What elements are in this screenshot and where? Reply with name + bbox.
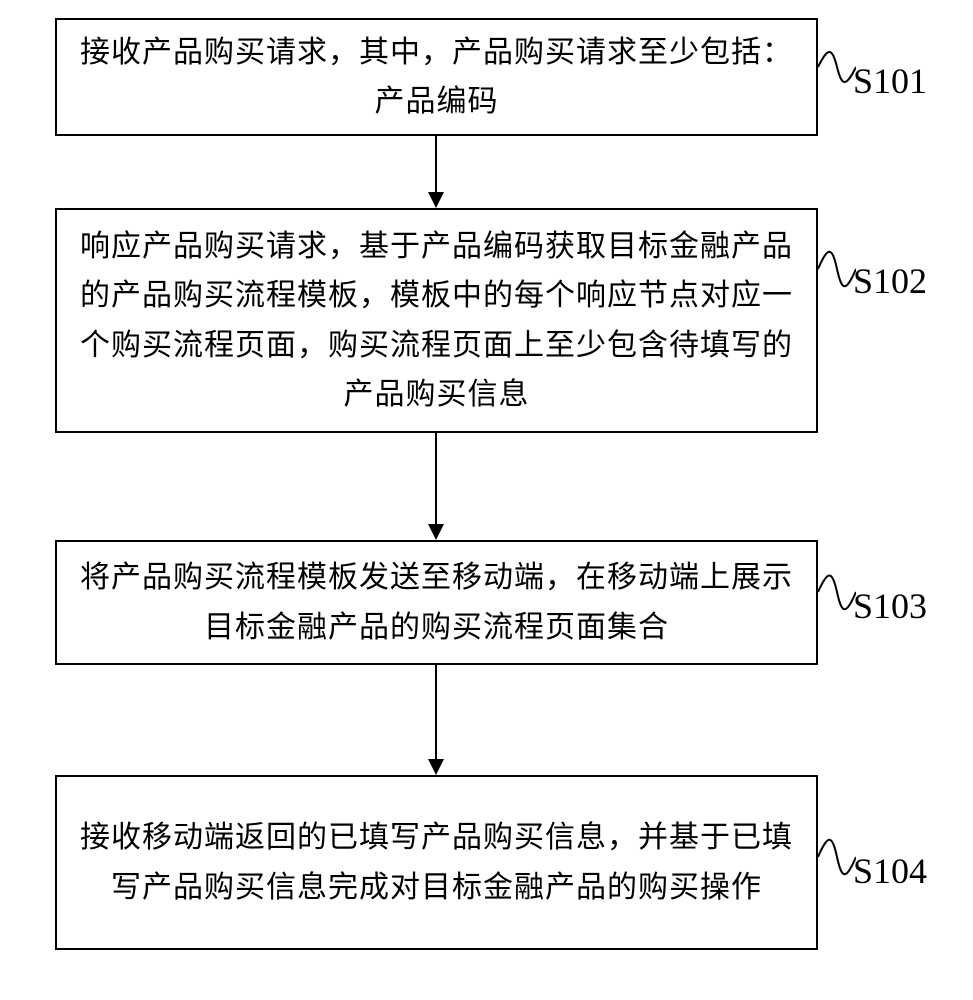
node-label-s103: S103 xyxy=(853,585,927,627)
node-text-s103: 将产品购买流程模板发送至移动端，在移动端上展示目标金融产品的购买流程页面集合 xyxy=(77,553,796,652)
arrow-s102-s103 xyxy=(426,433,446,540)
node-label-s102: S102 xyxy=(853,260,927,302)
flowchart-node-s101: 接收产品购买请求，其中，产品购买请求至少包括：产品编码 xyxy=(55,18,818,136)
flowchart-node-s104: 接收移动端返回的已填写产品购买信息，并基于已填写产品购买信息完成对目标金融产品的… xyxy=(55,775,818,950)
node-label-s104: S104 xyxy=(853,850,927,892)
node-label-s101: S101 xyxy=(853,60,927,102)
flowchart-container: 接收产品购买请求，其中，产品购买请求至少包括：产品编码 S101 响应产品购买请… xyxy=(0,0,973,1000)
connector-squiggle-s103 xyxy=(818,565,856,620)
flowchart-node-s102: 响应产品购买请求，基于产品编码获取目标金融产品的产品购买流程模板，模板中的每个响… xyxy=(55,208,818,433)
node-text-s102: 响应产品购买请求，基于产品编码获取目标金融产品的产品购买流程模板，模板中的每个响… xyxy=(77,222,796,420)
arrow-s103-s104 xyxy=(426,665,446,775)
node-text-s104: 接收移动端返回的已填写产品购买信息，并基于已填写产品购买信息完成对目标金融产品的… xyxy=(77,813,796,912)
arrow-s101-s102 xyxy=(426,136,446,208)
connector-squiggle-s104 xyxy=(818,828,856,886)
connector-squiggle-s101 xyxy=(818,42,856,92)
flowchart-node-s103: 将产品购买流程模板发送至移动端，在移动端上展示目标金融产品的购买流程页面集合 xyxy=(55,540,818,665)
node-text-s101: 接收产品购买请求，其中，产品购买请求至少包括：产品编码 xyxy=(77,28,796,127)
connector-squiggle-s102 xyxy=(818,240,856,298)
